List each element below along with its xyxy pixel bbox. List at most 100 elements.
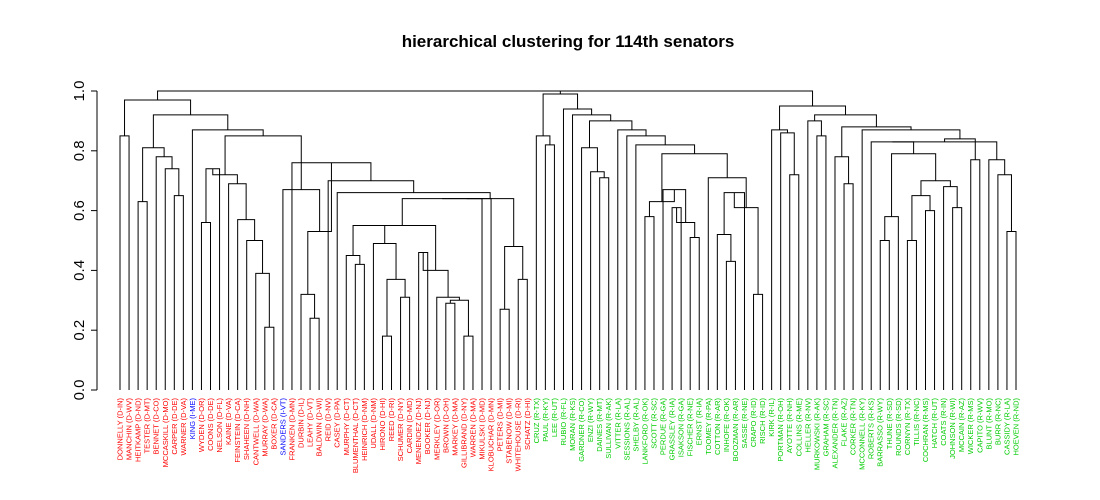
dendrogram-link [870, 141, 915, 390]
leaf-label: ROUNDS (R-SD) [894, 398, 903, 456]
leaf-label: COCHRAN (R-MS) [921, 398, 930, 463]
dendrogram-link [716, 234, 732, 390]
dendrogram-link [590, 171, 605, 390]
leaf-label: COONS (D-DE) [206, 398, 215, 451]
dendrogram-link [300, 293, 316, 390]
dendrogram-link [814, 114, 877, 127]
leaf-label: COATS (R-IN) [939, 398, 948, 446]
leaf-label: LANKFORD (R-OK) [640, 398, 649, 465]
dendrogram-link [400, 296, 411, 390]
leaf-label: REID (D-NV) [324, 398, 333, 442]
dendrogram-link [789, 174, 800, 390]
leaf-label: BURR (R-NC) [993, 397, 1002, 445]
y-tick-label: 0.4 [71, 260, 88, 281]
dendrogram-link [816, 135, 827, 390]
dendrogram-link [562, 108, 593, 390]
dendrogram-link [336, 192, 491, 390]
leaf-label: ENZI (R-WY) [586, 398, 595, 443]
leaf-label: CRUZ (R-TX) [532, 398, 541, 444]
leaf-label: TOOMEY (R-PA) [704, 397, 713, 454]
dendrogram-link [879, 240, 890, 390]
dendrogram-link [834, 156, 850, 390]
dendrogram-link [943, 186, 958, 390]
dendrogram-link [843, 183, 854, 390]
dendrogram-link [418, 251, 429, 390]
leaf-label: COLLINS (R-ME) [794, 398, 803, 457]
leaf-label: CORNYN (R-TX) [903, 397, 912, 455]
dendrogram-link [891, 153, 937, 217]
leaf-label: MANCHIN (D-WV) [125, 398, 134, 461]
dendrogram-link [988, 159, 1006, 390]
y-tick-label: 1.0 [71, 81, 88, 102]
leaf-label: FISCHER (R-NE) [686, 398, 695, 457]
dendrogram-link [997, 174, 1012, 390]
leaf-label: MURPHY (D-CT) [342, 398, 351, 456]
leaf-label: SCHATZ (D-HI) [523, 397, 532, 449]
leaf-label: TILLIS (R-NC) [912, 398, 921, 446]
leaf-label: SHAHEEN (D-NH) [242, 398, 251, 461]
leaf-label: COTTON (R-AR) [713, 398, 722, 455]
leaf-label: AYOTTE (R-NH) [785, 398, 794, 454]
dendrogram-link [205, 168, 221, 390]
dendrogram-link [246, 240, 264, 390]
dendrogram-link [689, 237, 700, 390]
dendrogram-link [588, 120, 633, 148]
leaf-label: HELLER (R-NV) [803, 398, 812, 453]
leaf-label: SCOTT (R-SC) [649, 398, 658, 449]
dendrogram-link [445, 302, 456, 390]
dendrogram-link [155, 156, 173, 390]
y-tick-label: 0.6 [71, 200, 88, 221]
leaf-label: ROBERTS (R-KS) [867, 398, 876, 460]
leaf-label: WYDEN (D-OR) [197, 398, 206, 453]
leaf-label: BOOKER (D-NJ) [423, 397, 432, 454]
leaf-label: INHOFE (R-OK) [722, 398, 731, 453]
dendrogram-link [559, 90, 814, 106]
dendrogram-link [381, 335, 393, 390]
dendrogram-link [142, 147, 165, 202]
leaf-label: ISAKSON (R-GA) [677, 398, 686, 458]
leaf-label: ERNST (R-IA) [695, 398, 704, 446]
leaf-label: SULLIVAN (R-AK) [604, 398, 613, 459]
dendrogram-link [152, 114, 229, 148]
leaf-label: BALDWIN (D-WI) [315, 397, 324, 456]
leaf-label: LEAHY (D-VT) [306, 398, 315, 448]
leaf-label: WARREN (D-MA) [468, 397, 477, 457]
leaf-label: WHITEHOUSE (D-RI) [514, 397, 523, 471]
dendrogram-link [626, 135, 666, 390]
leaf-label: MURRAY (D-WA) [260, 398, 269, 457]
dendrogram-link [911, 195, 931, 241]
leaf-label: GILLIBRAND (D-NY) [459, 398, 468, 469]
leaf-label: DONNELLY (D-IN) [116, 398, 125, 461]
dendrogram-link [354, 263, 365, 390]
leaf-label: MIKULSKI (D-MD) [478, 398, 487, 460]
dendrogram-link [237, 219, 256, 390]
leaf-label: MCCAIN (R-AZ) [957, 398, 966, 453]
dendrogram-link [449, 299, 469, 337]
dendrogram-link [671, 207, 682, 390]
leaf-labels: DONNELLY (D-IN) MANCHIN (D-WV) HEITKAMP (D… [116, 397, 1021, 473]
dendrogram-link [442, 198, 492, 390]
leaf-label: BOOZMAN (R-AR) [731, 398, 740, 462]
dendrogram-link [725, 260, 736, 390]
dendrogram-link [157, 90, 687, 100]
dendrogram-link [920, 180, 951, 196]
leaf-label: HOEVEN (R-ND) [1012, 397, 1021, 455]
dendrogram-link [924, 210, 936, 390]
leaf-label: CORKER (R-TN) [849, 397, 858, 455]
dendrogram-link [119, 135, 130, 390]
dendrogram-link [892, 141, 998, 160]
leaf-label: TESTER (D-MT) [143, 398, 152, 454]
dendrogram-link [599, 177, 610, 390]
leaf-label: SANDERS (I-VT) [278, 398, 287, 456]
leaf-label: GRASSLEY (R-IA) [668, 398, 677, 461]
dendrogram-link [771, 129, 788, 390]
leaf-label: DAINES (R-MT) [595, 398, 604, 452]
dendrogram-links [119, 90, 1017, 390]
dendrogram-link [466, 198, 515, 247]
leaf-label: KING (I-ME) [188, 398, 197, 440]
dendrogram-link [861, 129, 961, 390]
leaf-label: SASSE (R-NE) [740, 398, 749, 449]
dendrogram-link [191, 129, 264, 390]
leaf-label: MCCASKILL (D-MO) [161, 398, 170, 468]
leaf-label: STABENOW (D-MI) [505, 397, 514, 463]
